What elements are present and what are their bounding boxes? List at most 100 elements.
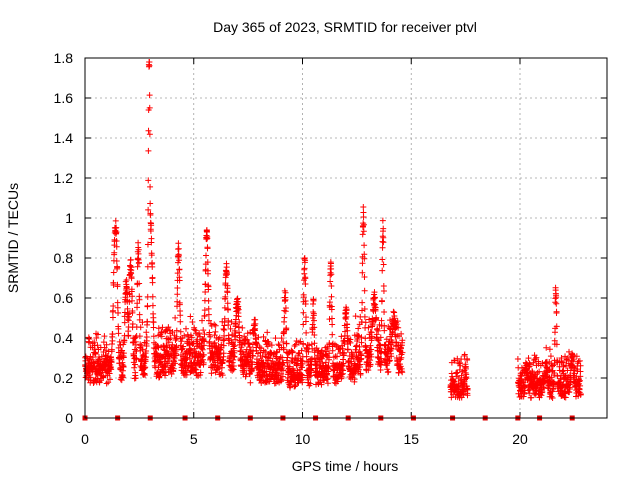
data-point: [162, 372, 169, 379]
data-point: [283, 340, 290, 347]
data-point: [133, 355, 140, 362]
data-point: [380, 288, 387, 295]
data-point: [225, 306, 232, 313]
data-point: [173, 327, 180, 334]
data-point: [368, 353, 375, 360]
data-point: [362, 319, 369, 326]
data-point: [371, 294, 378, 301]
data-point: [549, 362, 556, 369]
y-tick-label: 1.4: [54, 130, 74, 146]
data-point: [379, 233, 386, 240]
data-point: [298, 364, 305, 371]
data-point: [326, 350, 333, 357]
data-point: [134, 255, 141, 262]
data-point: [398, 345, 405, 352]
data-point: [553, 341, 560, 348]
data-point: [347, 339, 354, 346]
data-point: [204, 270, 211, 277]
data-point: [172, 360, 179, 367]
data-point: [367, 361, 374, 368]
data-point: [380, 261, 387, 268]
data-point: [148, 252, 155, 259]
data-point: [150, 333, 157, 340]
data-point: [143, 329, 150, 336]
data-point: [566, 348, 573, 355]
data-point: [357, 361, 364, 368]
data-point: [355, 332, 362, 339]
data-point: [146, 131, 153, 138]
data-point: [175, 240, 182, 247]
data-point: [462, 365, 469, 372]
data-point: [172, 314, 179, 321]
data-point: [144, 241, 151, 248]
data-point: [377, 334, 384, 341]
data-point: [307, 366, 314, 373]
x-tick-label: 15: [403, 431, 419, 447]
data-point: [220, 337, 227, 344]
data-point: [246, 340, 253, 347]
data-point: [280, 338, 287, 345]
data-point: [464, 386, 471, 393]
data-point: [242, 373, 249, 380]
data-point: [129, 309, 136, 316]
data-point: [358, 355, 365, 362]
data-point: [128, 264, 135, 271]
data-point: [93, 335, 100, 342]
data-point: [344, 327, 351, 334]
data-point: [173, 352, 180, 359]
data-point: [145, 147, 152, 154]
data-point: [136, 311, 143, 318]
plot-frame: [84, 57, 608, 419]
data-point: [325, 365, 332, 372]
data-point: [220, 342, 227, 349]
data-point: [368, 333, 375, 340]
data-point: [135, 246, 142, 253]
data-point: [178, 338, 185, 345]
data-point: [183, 325, 190, 332]
data-point: [220, 350, 227, 357]
data-point: [169, 328, 176, 335]
data-point: [146, 104, 153, 111]
data-point: [227, 325, 234, 332]
data-point: [397, 363, 404, 370]
data-point: [326, 299, 333, 306]
data-point: [298, 371, 305, 378]
data-point: [266, 355, 273, 362]
data-point: [197, 362, 204, 369]
x-tick-label: 5: [190, 431, 198, 447]
data-point: [302, 314, 309, 321]
data-point: [196, 330, 203, 337]
y-tick-label: 0.2: [54, 370, 74, 386]
data-point: [202, 281, 209, 288]
data-point: [192, 327, 199, 334]
data-point: [173, 333, 180, 340]
data-point: [249, 367, 255, 374]
data-point: [204, 245, 211, 252]
data-point: [357, 370, 364, 377]
data-point: [109, 331, 116, 338]
data-point: [311, 324, 318, 331]
data-point: [399, 349, 406, 356]
x-tick-label: 20: [512, 431, 528, 447]
data-point: [528, 394, 535, 401]
data-point: [170, 365, 177, 372]
data-point: [131, 364, 138, 371]
data-point: [201, 331, 208, 338]
data-point: [284, 359, 291, 366]
data-point: [222, 293, 229, 300]
data-point: [301, 270, 308, 277]
data-point: [94, 342, 101, 349]
data-point: [232, 330, 239, 337]
data-point: [361, 255, 368, 262]
data-point: [278, 335, 285, 342]
data-point: [340, 360, 347, 367]
data-point: [247, 379, 254, 386]
data-point: [145, 177, 152, 184]
data-point: [286, 363, 293, 370]
data-point: [128, 275, 135, 282]
data-point: [125, 332, 132, 339]
y-axis-label: SRMTID / TECUs: [5, 183, 21, 293]
data-point: [232, 336, 239, 343]
data-point: [101, 333, 108, 340]
data-point: [554, 373, 561, 380]
